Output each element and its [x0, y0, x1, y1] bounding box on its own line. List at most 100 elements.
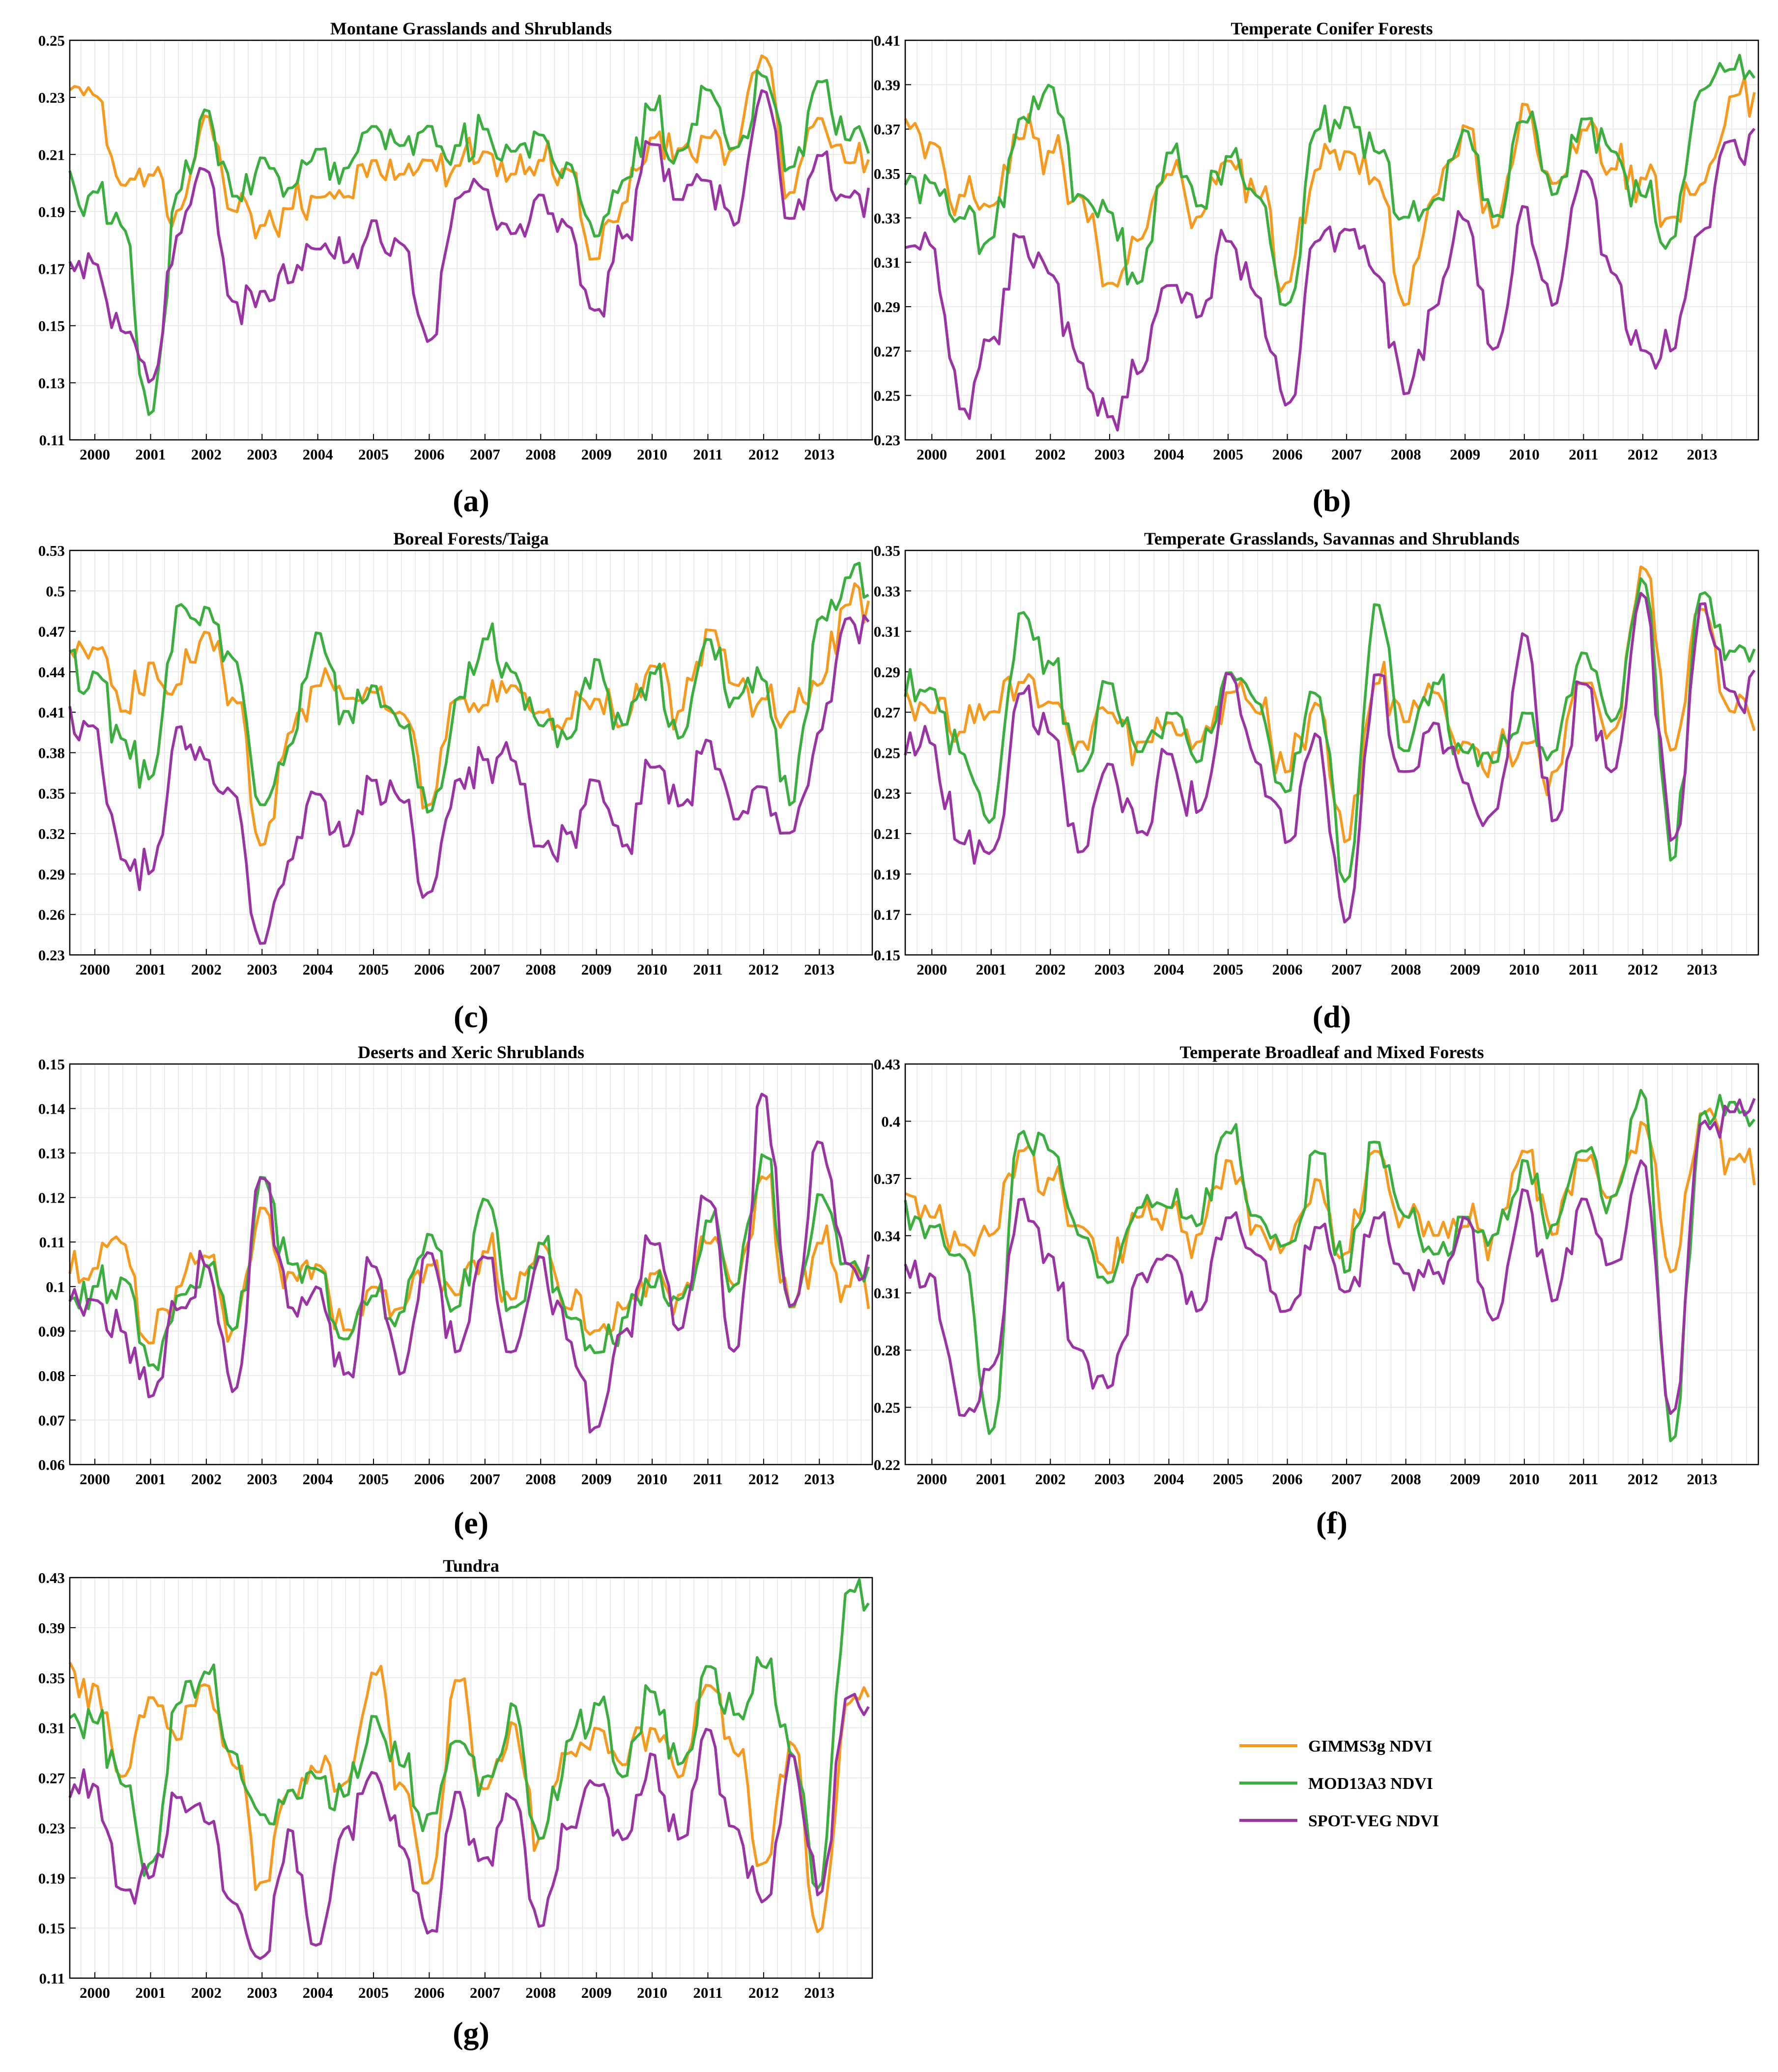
x-tick-label: 2011 [1569, 446, 1598, 463]
y-tick-label: 0.27 [874, 343, 900, 360]
axes-frame [904, 1063, 1759, 1466]
y-tick-label: 0.23 [38, 1819, 65, 1837]
x-tick-label: 2006 [414, 1984, 444, 2001]
x-tick-label: 2002 [191, 446, 222, 463]
x-tick-label: 2008 [525, 961, 556, 978]
series-line-spot-veg-ndvi [68, 1693, 870, 1960]
y-tick-label: 0.25 [874, 1399, 900, 1416]
y-tick-label: 0.31 [874, 1285, 900, 1302]
x-tick-label: 2001 [135, 446, 166, 463]
chart-panel-b: 0.23 0.25 0.27 0.29 0.31 0.33 0.35 0.37 0.39 0.41… [874, 19, 1759, 518]
x-tick-label: 2001 [976, 446, 1006, 463]
x-tick-label: 2000 [917, 1470, 947, 1488]
x-tick-label: 2007 [1331, 446, 1362, 463]
series-line-spot-veg-ndvi [68, 89, 870, 384]
x-tick-label: 2011 [1569, 961, 1598, 978]
x-tick-label: 2009 [581, 961, 612, 978]
y-tick-label: 0.26 [38, 906, 65, 923]
x-tick-label: 2002 [191, 1984, 222, 2001]
x-tick-label: 2004 [303, 1470, 333, 1488]
panel-label: (b) [1313, 483, 1351, 518]
x-tick-label: 2004 [303, 1984, 333, 2001]
y-tick-label: 0.19 [874, 865, 900, 883]
x-tick-label: 2013 [804, 1470, 834, 1488]
x-tick-label: 2005 [358, 1470, 389, 1488]
y-tick-label: 0.15 [38, 1920, 65, 1937]
x-tick-label: 2006 [414, 1470, 444, 1488]
legend: GIMMS3g NDVI MOD13A3 NDVI SPOT-VEG NDVI [1239, 1737, 1439, 1830]
y-tick-label: 0.17 [874, 906, 900, 923]
chart-title: Temperate Grasslands, Savannas and Shrub… [1144, 529, 1520, 548]
x-tick-label: 2001 [135, 961, 166, 978]
y-tick-label: 0.11 [39, 432, 65, 449]
x-tick-label: 2010 [1509, 961, 1540, 978]
x-tick-label: 2004 [1153, 961, 1184, 978]
panel-label: (a) [453, 483, 489, 518]
x-tick-label: 2007 [470, 446, 500, 463]
axes-frame [69, 1577, 873, 1979]
x-tick-label: 2009 [1450, 1470, 1480, 1488]
x-tick-label: 2011 [1569, 1470, 1598, 1488]
series-line-spot-veg-ndvi [905, 128, 1756, 432]
x-tick-label: 2000 [80, 1984, 110, 2001]
chart-title: Temperate Broadleaf and Mixed Forests [1179, 1042, 1484, 1062]
x-tick-label: 2007 [1331, 961, 1362, 978]
y-tick-label: 0.35 [874, 542, 900, 559]
x-tick-label: 2008 [525, 1470, 556, 1488]
y-tick-label: 0.41 [38, 704, 65, 721]
x-tick-label: 2007 [1331, 1470, 1362, 1488]
x-tick-label: 2002 [1035, 1470, 1065, 1488]
x-tick-label: 2004 [1153, 446, 1184, 463]
x-tick-label: 2006 [414, 446, 444, 463]
series-line-spot-veg-ndvi [904, 1098, 1756, 1417]
x-tick-label: 2006 [1272, 1470, 1303, 1488]
y-tick-label: 0.23 [874, 785, 900, 802]
panel-label: (d) [1313, 999, 1351, 1034]
y-tick-label: 0.39 [874, 76, 900, 93]
x-tick-label: 2013 [804, 961, 834, 978]
y-tick-label: 0.17 [38, 260, 65, 278]
axes-frame [904, 39, 1759, 441]
y-tick-label: 0.15 [38, 317, 65, 335]
x-tick-label: 2001 [135, 1470, 166, 1488]
chart-title: Deserts and Xeric Shrublands [358, 1042, 584, 1062]
x-tick-label: 2000 [80, 1470, 110, 1488]
x-tick-label: 2007 [470, 1470, 500, 1488]
x-tick-label: 2000 [917, 961, 947, 978]
x-tick-label: 2013 [1687, 446, 1717, 463]
legend-label: GIMMS3g NDVI [1308, 1737, 1432, 1755]
y-tick-label: 0.5 [46, 582, 65, 600]
x-tick-label: 2008 [1391, 446, 1421, 463]
x-tick-label: 2011 [693, 1470, 722, 1488]
y-tick-label: 0.43 [874, 1056, 900, 1073]
panel-label: (f) [1316, 1505, 1348, 1540]
x-tick-label: 2011 [693, 1984, 722, 2001]
y-tick-label: 0.19 [38, 203, 65, 220]
x-tick-label: 2008 [1391, 961, 1421, 978]
y-tick-label: 0.38 [38, 745, 65, 762]
x-tick-label: 2012 [748, 446, 779, 463]
chart-panel-e: 0.06 0.07 0.08 0.09 0.1 0.11 0.12 0.13 0.14 0.15 2… [38, 1042, 873, 1540]
series-line-gimms3g-ndvi [68, 582, 870, 847]
y-tick-label: 0.29 [38, 865, 65, 883]
x-tick-label: 2010 [637, 1470, 667, 1488]
y-tick-label: 0.25 [874, 387, 900, 404]
x-tick-label: 2001 [976, 1470, 1006, 1488]
panel-label: (c) [454, 999, 488, 1034]
y-tick-label: 0.19 [38, 1870, 65, 1887]
chart-title: Tundra [443, 1556, 499, 1576]
x-tick-label: 2010 [637, 1984, 667, 2001]
y-tick-label: 0.35 [38, 785, 65, 802]
x-tick-label: 2003 [247, 446, 277, 463]
chart-panel-f: 0.22 0.25 0.28 0.31 0.34 0.37 0.4 0.43 2000 2001 2… [874, 1042, 1759, 1540]
x-tick-label: 2010 [637, 446, 667, 463]
y-tick-label: 0.27 [874, 704, 900, 721]
x-tick-label: 2011 [693, 961, 722, 978]
x-tick-label: 2006 [414, 961, 444, 978]
x-tick-label: 2010 [1509, 1470, 1540, 1488]
x-tick-label: 2005 [1213, 446, 1243, 463]
axes-frame [69, 39, 873, 441]
y-tick-label: 0.47 [38, 623, 65, 640]
